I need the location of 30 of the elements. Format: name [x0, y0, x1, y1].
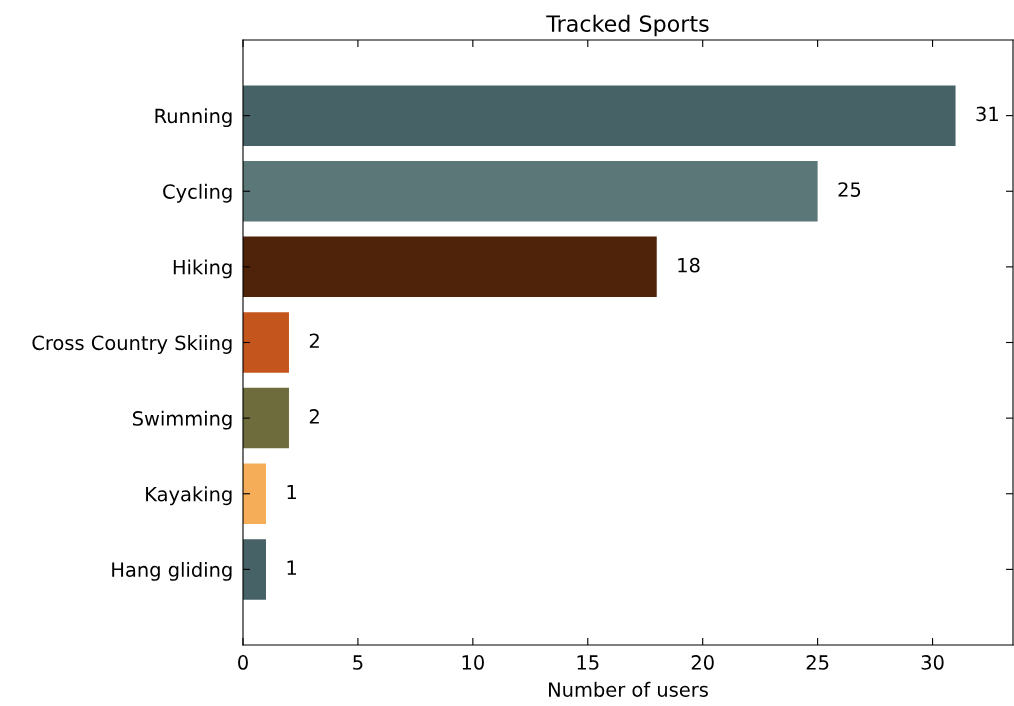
bar	[243, 161, 818, 222]
bar	[243, 463, 266, 524]
x-tick-label: 0	[238, 655, 248, 670]
x-tick-label: 30	[921, 655, 944, 670]
data-label: 2	[309, 333, 319, 348]
data-label: 2	[309, 409, 319, 424]
x-tick-label: 25	[806, 655, 829, 670]
y-tick-label: Kayaking	[146, 486, 232, 506]
x-tick-label: 20	[691, 655, 714, 670]
bar	[243, 236, 657, 298]
data-label: 25	[838, 182, 861, 197]
bar	[243, 85, 956, 146]
y-tick-label: Cycling	[163, 183, 232, 203]
y-tick-label: Hiking	[173, 259, 232, 279]
bar	[243, 539, 266, 600]
y-tick-label: Swimming	[132, 410, 232, 430]
y-tick-label: Hang gliding	[112, 561, 232, 581]
y-tick-label: Cross Country Skiing	[32, 335, 232, 354]
x-axis-title: Number of users	[549, 681, 708, 697]
data-label: 31	[976, 106, 998, 122]
y-tick-label: Running	[155, 108, 232, 128]
x-tick-label: 15	[577, 655, 599, 670]
x-tick-label: 10	[462, 655, 484, 670]
x-tick-label: 5	[353, 655, 363, 670]
chart-title: Tracked Sports	[546, 14, 709, 37]
bar	[243, 312, 289, 373]
data-label: 1	[287, 560, 297, 575]
data-label: 1	[287, 484, 297, 500]
data-label: 18	[678, 257, 700, 273]
bar	[243, 387, 289, 449]
